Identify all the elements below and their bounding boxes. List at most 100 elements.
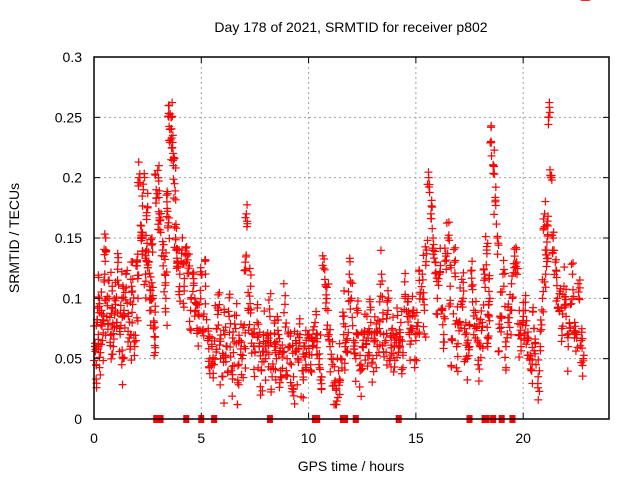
data-point [545, 165, 554, 174]
data-point [526, 365, 535, 374]
data-point [128, 287, 137, 296]
data-point [430, 254, 439, 263]
data-point [489, 160, 498, 169]
data-point [393, 304, 402, 313]
data-point [345, 270, 354, 279]
data-point [265, 305, 274, 314]
data-point [526, 351, 535, 360]
data-point [142, 215, 151, 224]
data-point [346, 305, 355, 314]
data-point [258, 386, 267, 395]
y-tick-label: 0.2 [63, 170, 83, 186]
data-point [241, 213, 250, 222]
data-point [578, 334, 587, 343]
data-point [215, 288, 224, 297]
data-point [511, 268, 520, 277]
data-point [545, 108, 554, 117]
data-point [112, 293, 121, 302]
data-point [502, 363, 511, 372]
data-point [109, 342, 118, 351]
x-axis-ticks: 0 5 10 15 20 [90, 57, 531, 446]
data-point [478, 322, 487, 331]
data-point [301, 353, 310, 362]
data-point [440, 314, 449, 323]
data-point [408, 292, 417, 301]
data-point [453, 367, 462, 376]
data-point [138, 201, 147, 210]
data-point [180, 286, 189, 295]
data-point [310, 322, 319, 331]
data-point [241, 252, 250, 261]
data-point [540, 277, 549, 286]
data-point [99, 316, 108, 325]
data-point [323, 306, 332, 315]
data-point [275, 383, 284, 392]
data-point [396, 328, 405, 337]
data-point [439, 330, 448, 339]
data-point [279, 308, 288, 317]
data-point [484, 287, 493, 296]
data-point [185, 317, 194, 326]
data-point [161, 255, 170, 264]
data-point [286, 342, 295, 351]
data-point [140, 169, 149, 178]
data-point [517, 346, 526, 355]
data-point [311, 318, 320, 327]
y-tick-label: 0.1 [63, 290, 83, 306]
data-point [107, 354, 116, 363]
data-point [326, 367, 335, 376]
data-point [355, 382, 364, 391]
data-point [148, 248, 157, 257]
data-point [220, 330, 229, 339]
data-point [280, 300, 289, 309]
data-point [257, 365, 266, 374]
data-point [307, 368, 316, 377]
data-point [250, 372, 259, 381]
data-point [373, 316, 382, 325]
data-point [511, 243, 520, 252]
data-point [507, 279, 516, 288]
data-point [117, 360, 126, 369]
data-point [471, 308, 480, 317]
data-point [120, 353, 129, 362]
data-point [460, 324, 469, 333]
data-point [282, 366, 291, 375]
data-point [372, 363, 381, 372]
data-point [294, 345, 303, 354]
data-point [214, 321, 223, 330]
data-point [499, 256, 508, 265]
data-point [97, 288, 106, 297]
data-point [497, 323, 506, 332]
data-point [527, 366, 536, 375]
data-point [151, 323, 160, 332]
data-point [344, 328, 353, 337]
data-point [389, 313, 398, 322]
data-point [461, 330, 470, 339]
data-point [205, 332, 214, 341]
data-point [459, 268, 468, 277]
data-point [562, 285, 571, 294]
data-point [278, 341, 287, 350]
data-point [218, 372, 227, 381]
data-point [426, 214, 435, 223]
data-point [163, 204, 172, 213]
data-point [171, 195, 180, 204]
data-point [96, 340, 105, 349]
data-point [578, 361, 587, 370]
data-point [353, 308, 362, 317]
data-point [141, 270, 150, 279]
data-point [351, 354, 360, 363]
data-point [228, 392, 237, 401]
data-point [281, 322, 290, 331]
data-point [444, 218, 453, 227]
data-point [423, 236, 432, 245]
data-point [543, 257, 552, 266]
data-point [344, 287, 353, 296]
data-point [328, 360, 337, 369]
data-point [542, 250, 551, 259]
data-point [215, 300, 224, 309]
data-point [224, 307, 233, 316]
data-point [343, 347, 352, 356]
data-point [183, 255, 192, 264]
data-point [253, 333, 262, 342]
